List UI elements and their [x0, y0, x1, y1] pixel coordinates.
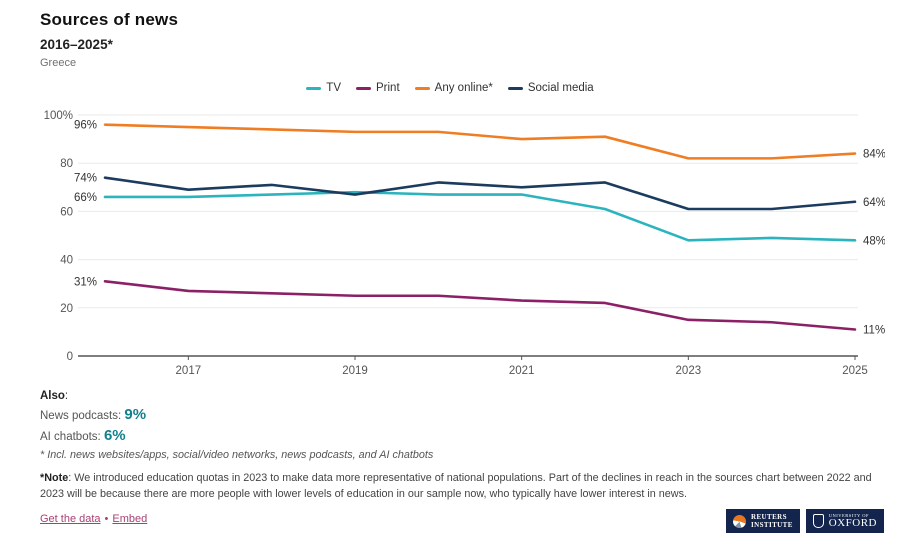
x-tick-label: 2025: [842, 365, 868, 377]
chart-area: 100% 80 60 40 20 0 2017 2019 2021 2023 2025 66% 48% 3…: [25, 100, 886, 380]
legend-item-print[interactable]: Print: [356, 82, 400, 94]
link-separator: •: [104, 513, 109, 525]
embed-link[interactable]: Embed: [112, 513, 148, 525]
y-tick-label: 100%: [44, 110, 73, 122]
also-news-podcasts-label: News podcasts:: [40, 410, 122, 422]
x-tick-label: 2023: [676, 365, 702, 377]
series-start-label: 31%: [74, 276, 97, 288]
footer-logos: REUTERS INSTITUTE UNIVERSITY OF OXFORD: [726, 509, 884, 533]
sources-line-chart: 100% 80 60 40 20 0 2017 2019 2021 2023 2025 66% 48% 3…: [44, 110, 886, 377]
also-ai-chatbots-label: AI chatbots:: [40, 431, 101, 443]
legend-swatch: [507, 86, 523, 90]
series-end-label: 64%: [863, 197, 885, 209]
chart-subtitle-years: 2016–2025*: [40, 37, 113, 52]
also-heading: Also:: [40, 390, 69, 402]
legend-item-tv[interactable]: TV: [306, 82, 341, 94]
legend-label: TV: [326, 82, 341, 94]
legend-swatch: [356, 86, 371, 90]
legend-label: Social media: [527, 82, 594, 94]
x-tick-label: 2021: [509, 365, 535, 377]
also-section: Also: News podcasts: 9% AI chatbots: 6%: [40, 390, 146, 444]
legend-swatch: [306, 86, 322, 90]
oxford-logo: UNIVERSITY OF OXFORD: [805, 509, 884, 533]
chart-legend: TV Print Any online* Social media: [0, 82, 900, 94]
note-bold-prefix: *Note: [40, 472, 69, 484]
series-line-any-online: [103, 123, 857, 160]
series-line-social-media: [103, 176, 857, 211]
page-title: Sources of news: [40, 10, 179, 29]
y-tick-label: 40: [60, 255, 73, 267]
reuters-institute-logo-text: REUTERS INSTITUTE: [751, 512, 793, 529]
oxford-crest-icon: [812, 514, 824, 528]
also-news-podcasts: News podcasts: 9%: [40, 406, 146, 423]
y-tick-label: 0: [67, 351, 73, 363]
online-definition-footnote: * Incl. news websites/apps, social/video…: [40, 449, 434, 461]
oxford-logo-text: UNIVERSITY OF OXFORD: [828, 513, 877, 529]
y-tick-label: 80: [60, 158, 73, 170]
series-start-label: 74%: [74, 173, 97, 185]
legend-item-social-media[interactable]: Social media: [507, 82, 594, 94]
legend-label: Any online*: [434, 82, 493, 94]
series-line-print: [103, 279, 857, 331]
also-ai-chatbots-value: 6%: [103, 427, 126, 444]
legend-swatch: [414, 86, 430, 90]
note-text: : We introduced education quotas in 2023…: [40, 472, 872, 500]
series-end-label: 84%: [863, 149, 885, 161]
x-tick-label: 2017: [176, 365, 202, 377]
also-ai-chatbots: AI chatbots: 6%: [40, 427, 146, 444]
also-news-podcasts-value: 9%: [124, 406, 147, 423]
legend-item-any-online[interactable]: Any online*: [414, 82, 493, 94]
series-end-label: 48%: [863, 235, 885, 247]
series-start-label: 96%: [74, 120, 97, 132]
region-label: Greece: [40, 57, 77, 69]
series-end-label: 11%: [863, 324, 885, 336]
legend-label: Print: [376, 82, 400, 94]
reuters-institute-logo: REUTERS INSTITUTE: [726, 509, 800, 533]
get-the-data-link[interactable]: Get the data: [40, 513, 101, 525]
methodology-note: *Note: We introduced education quotas in…: [40, 471, 888, 502]
reuters-institute-icon: [733, 514, 747, 528]
series-line-tv: [103, 190, 857, 242]
x-tick-label: 2019: [342, 365, 368, 377]
y-tick-label: 20: [60, 303, 73, 315]
footer-links: Get the data • Embed: [40, 513, 147, 525]
y-tick-label: 60: [60, 206, 73, 218]
series-start-label: 66%: [74, 192, 97, 204]
